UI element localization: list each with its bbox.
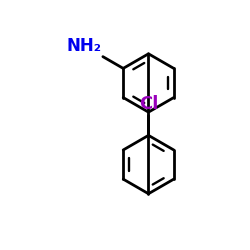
- Text: NH₂: NH₂: [67, 38, 102, 56]
- Text: Cl: Cl: [139, 95, 158, 113]
